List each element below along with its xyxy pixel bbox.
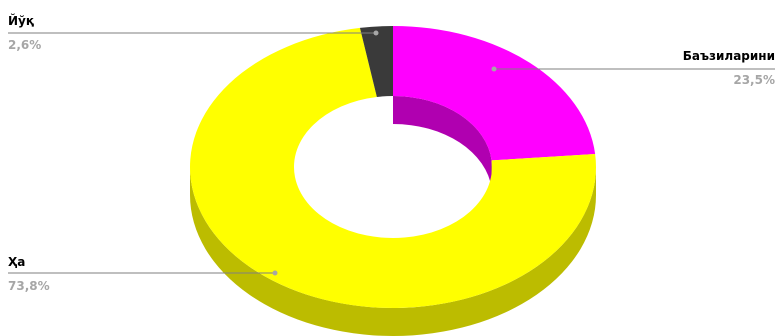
slice-label-bazilarini: Баъзиларини <box>682 49 775 63</box>
leader-marker-yuq <box>373 30 379 36</box>
slice-yuq <box>359 25 393 97</box>
slice-side-ha <box>190 167 596 336</box>
leader-lines <box>8 30 775 276</box>
slice-ha <box>190 27 597 308</box>
slice-sides <box>190 167 596 336</box>
leader-marker-ha <box>272 270 278 276</box>
slice-label-ha: Ҳа <box>8 255 26 269</box>
slice-value-yuq: 2,6% <box>8 38 42 52</box>
slice-bazilarini <box>393 26 596 161</box>
slice-tops <box>190 25 597 308</box>
slice-value-bazilarini: 23,5% <box>733 73 775 87</box>
slice-value-ha: 73,8% <box>8 279 50 293</box>
slice-label-yuq: Йўқ <box>8 14 35 28</box>
inner-wall-bazilarini <box>393 96 492 189</box>
leader-marker-bazilarini <box>491 66 497 72</box>
